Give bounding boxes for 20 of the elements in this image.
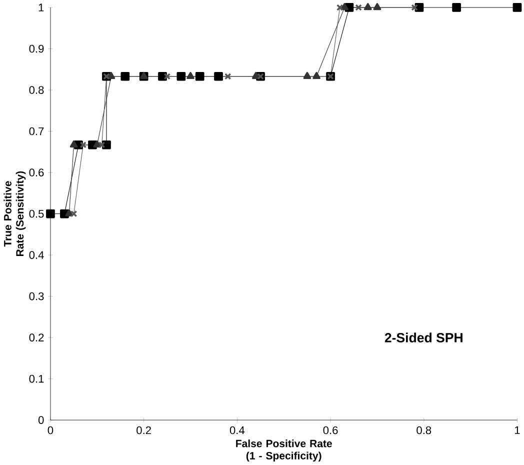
y-tick-label: 0.1 (29, 374, 44, 383)
y-tick-label: 0.2 (29, 334, 44, 342)
y-tick-label: 0.3 (29, 292, 44, 300)
y-tick-label: 1 (38, 4, 44, 12)
x-tick-label: 0.4 (230, 426, 245, 434)
y-tick-label: 0.9 (29, 44, 44, 53)
y-tick-label: 0.8 (29, 86, 44, 94)
y-tick-label: 0 (38, 416, 44, 424)
x-tick-label: 0.2 (136, 426, 151, 434)
y-tick-label: 0.4 (29, 251, 44, 259)
x-tick-label: 1 (515, 426, 520, 434)
annotation: 2-Sided SPH (384, 332, 462, 342)
y-tick-label: 0.6 (29, 168, 44, 176)
y-tick-label: 0.5 (29, 210, 44, 218)
x-tick-label: 0.6 (323, 426, 338, 434)
x-tick-label: 0 (48, 426, 54, 434)
x-tick-label: 0.8 (416, 426, 432, 434)
x-axis-title: False Positive Rate (1 - Specificity) (236, 439, 332, 462)
y-axis-title: True Positive Rate (Sensitivity) (4, 171, 26, 256)
y-tick-label: 0.7 (29, 127, 44, 136)
